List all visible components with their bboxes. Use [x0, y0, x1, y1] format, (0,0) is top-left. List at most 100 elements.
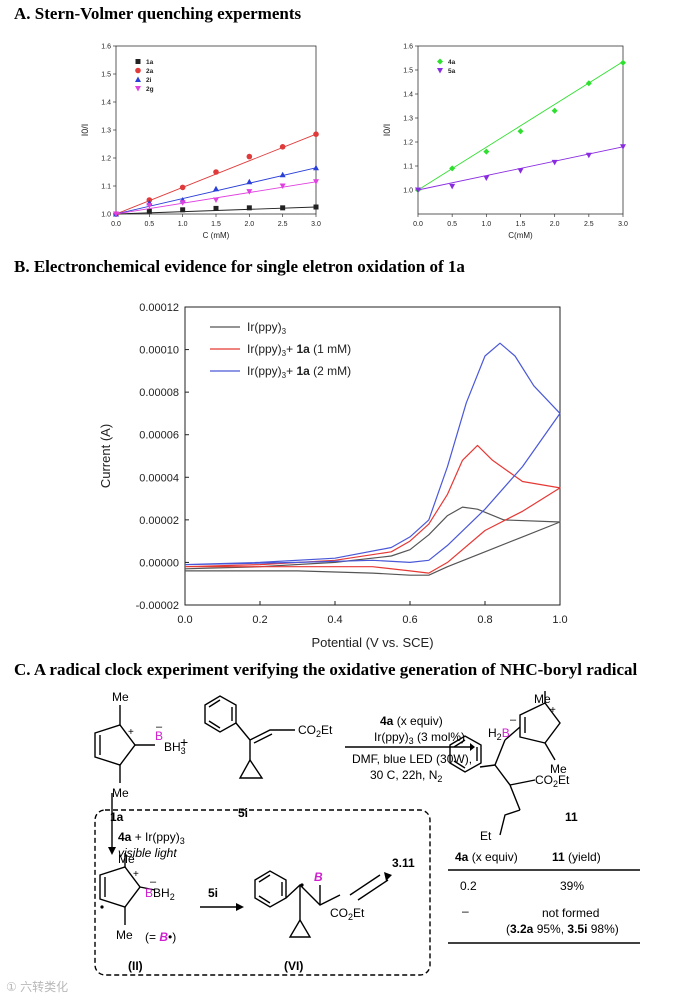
co2et-VI: CO2Et	[330, 906, 365, 922]
y-tick-label: 1.5	[101, 72, 111, 79]
cond-1: 4a (x equiv)	[380, 714, 443, 728]
x-tick-label: 2.0	[550, 221, 560, 228]
table-header-1: 4a (x equiv)	[455, 850, 518, 864]
me-11-bottom: Me	[550, 762, 567, 776]
legend-label-2g: 2g	[146, 86, 154, 93]
b-VI: B	[314, 870, 323, 884]
x-tick-label: 2.5	[278, 221, 288, 228]
data-point-5a	[483, 175, 490, 181]
data-point-1a	[246, 205, 252, 211]
co2et-11: CO2Et	[535, 773, 570, 789]
bh3-1a: BH3	[164, 740, 186, 756]
y-tick-label: 1.6	[403, 44, 413, 51]
y-axis-label: I0/I	[382, 124, 392, 137]
y-tick-label: 1.3	[403, 116, 413, 123]
plus-1a: +	[128, 727, 134, 738]
b-radical-eq: (= B•)	[145, 930, 176, 944]
legend-label-1a: 1a	[146, 59, 154, 66]
x-tick-label: 0.8	[477, 614, 492, 626]
legend-label-2: Ir(ppy)3+ 1a (2 mM)	[247, 364, 351, 380]
et-11: Et	[480, 829, 492, 843]
plus-II: +	[133, 869, 139, 880]
me-11-top: Me	[534, 692, 551, 706]
data-point-4a	[517, 128, 524, 135]
table-r1c2: 39%	[560, 879, 584, 893]
y-tick-label: 1.4	[101, 100, 111, 107]
x-tick-label: 0.0	[177, 614, 192, 626]
legend-marker-2i	[135, 76, 141, 82]
data-point-2i	[279, 171, 286, 178]
y-tick-label: 0.00000	[139, 557, 179, 569]
data-point-5a	[415, 187, 421, 193]
x-axis-label: Potential (V vs. SCE)	[311, 635, 433, 650]
legend-label-5a: 5a	[448, 68, 456, 75]
data-point-2a	[279, 144, 286, 150]
data-point-4a	[483, 148, 490, 155]
me-1a-top: Me	[112, 690, 129, 704]
x-tick-label: 1.0	[481, 221, 491, 228]
x-tick-label: 2.0	[244, 221, 254, 228]
x-tick-label: 3.0	[618, 221, 628, 228]
minus-II: –	[150, 876, 157, 888]
plus-sign: +	[180, 734, 188, 750]
data-point-1a	[180, 207, 186, 213]
data-point-2g	[179, 200, 186, 206]
cond-3: DMF, blue LED (30W),	[352, 752, 472, 766]
y-tick-label: 1.5	[403, 68, 413, 75]
data-point-2g	[213, 197, 219, 203]
section-a-title: A. Stern-Volmer quenching experments	[14, 4, 302, 23]
data-point-4a	[620, 59, 626, 66]
y-tick-label: 1.1	[101, 184, 111, 191]
data-point-2a	[246, 153, 253, 160]
table-r2c2: not formed	[542, 906, 599, 920]
arrow-5i-label: 5i	[208, 886, 218, 900]
data-point-2g	[146, 203, 153, 209]
y-tick-label: 0.00012	[139, 302, 179, 314]
legend-marker-5a	[437, 68, 443, 74]
x-tick-label: 1.0	[178, 221, 188, 228]
data-point-1a	[146, 208, 152, 214]
section-b-title: B. Electronchemical evidence for single …	[14, 257, 465, 276]
label-II: (II)	[128, 959, 143, 973]
legend-marker-1a	[135, 59, 141, 64]
cond-2: Ir(ppy)3 (3 mol%)	[374, 730, 465, 746]
y-tick-label: 0.00004	[139, 472, 179, 484]
data-point-5a	[517, 168, 524, 174]
legend-marker-4a	[437, 58, 443, 65]
data-point-2g	[246, 189, 253, 195]
x-tick-label: 0.5	[447, 221, 457, 228]
data-point-5a	[551, 159, 558, 166]
data-point-2i	[246, 178, 253, 185]
legend-marker-2a	[135, 67, 141, 74]
x-tick-label: 0.6	[402, 614, 417, 626]
label-5i: 5i	[238, 806, 248, 820]
me-II-bottom: Me	[116, 928, 133, 942]
plus-11: +	[550, 705, 556, 716]
data-point-1a	[280, 205, 286, 211]
stern-volmer-chart-right: 0.0 0.5 1.0 1.5 2.0 2.5 3.0 1.0 1.1 1.2 1.3 1.4 1.5 1…	[382, 44, 628, 241]
box-cond-1: 4a + Ir(ppy)3	[118, 830, 185, 846]
co2et-5i: CO2Et	[298, 723, 333, 739]
data-point-4a	[585, 80, 592, 87]
data-point-1a	[213, 205, 219, 211]
data-point-1a	[313, 204, 319, 210]
table-r1c1: 0.2	[460, 879, 477, 893]
minus-1a: –	[156, 721, 163, 733]
y-tick-label: 1.0	[403, 188, 413, 195]
watermark: ① 六转类化	[6, 980, 69, 994]
x-tick-label: 0.0	[413, 221, 423, 228]
data-point-2g	[313, 179, 319, 185]
data-point-2i	[213, 185, 219, 192]
x-tick-label: 1.5	[516, 221, 526, 228]
y-tick-label: 1.0	[101, 212, 111, 219]
y-tick-label: 1.1	[403, 164, 413, 171]
data-point-5a	[449, 183, 456, 190]
plot-frame	[184, 306, 561, 606]
x-tick-label: 1.0	[552, 614, 567, 626]
y-tick-label: -0.00002	[136, 600, 179, 612]
legend-label-2a: 2a	[146, 68, 154, 75]
label-311: 3.11	[392, 856, 415, 870]
x-tick-label: 0.0	[111, 221, 121, 228]
y-tick-label: 1.2	[101, 156, 111, 163]
label-11: 11	[565, 810, 578, 824]
